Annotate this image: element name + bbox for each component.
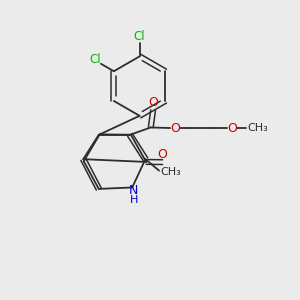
Text: CH₃: CH₃ [160,167,181,177]
Text: O: O [158,148,167,160]
Text: N: N [129,184,138,197]
Text: O: O [148,96,158,109]
Text: O: O [227,122,237,134]
Text: CH₃: CH₃ [248,123,268,133]
Text: Cl: Cl [90,53,101,66]
Text: O: O [170,122,180,134]
Text: H: H [130,195,138,205]
Text: Cl: Cl [134,30,146,43]
